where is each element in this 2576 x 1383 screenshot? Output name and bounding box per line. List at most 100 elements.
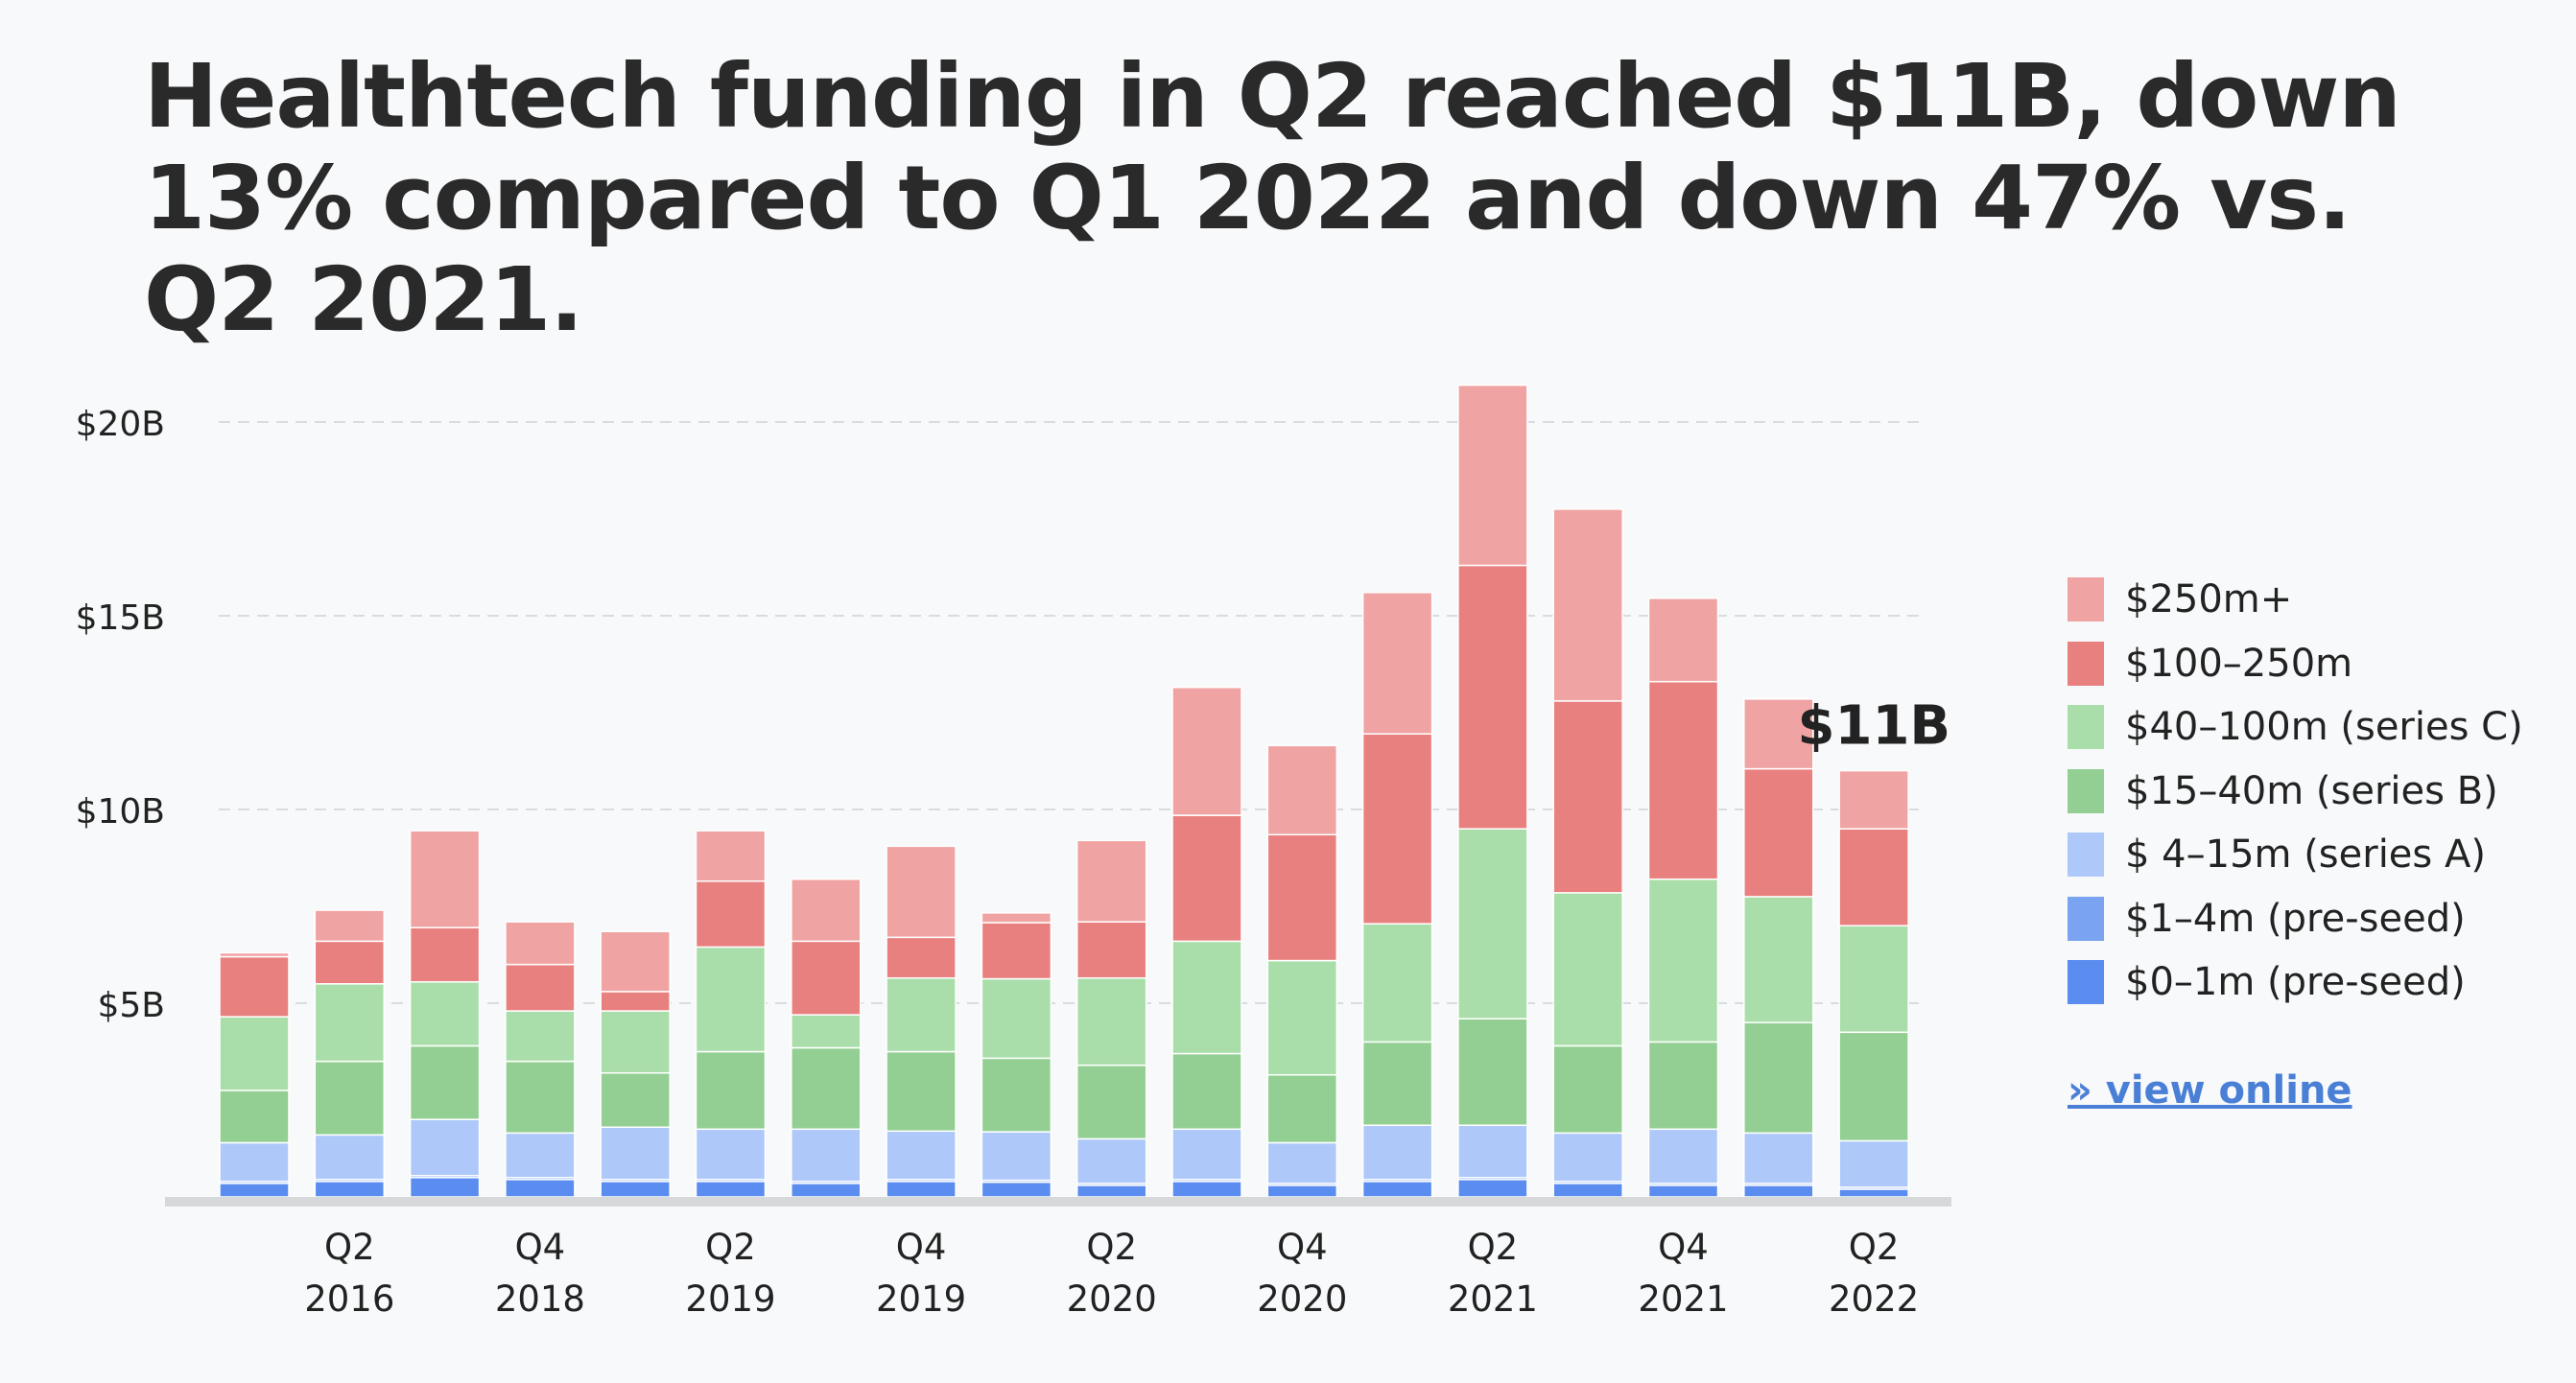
x-tick-label: Q2 — [1849, 1227, 1900, 1268]
legend-item: $250m+ — [2068, 568, 2523, 632]
legend-swatch — [2068, 832, 2104, 878]
x-tick-label: 2018 — [495, 1278, 585, 1320]
legend-swatch — [2068, 577, 2104, 622]
bar-segment — [981, 1131, 1052, 1182]
legend-swatch — [2068, 768, 2104, 813]
bar-segment — [409, 1177, 481, 1198]
bar-segment — [1552, 700, 1623, 894]
bar-segment — [219, 955, 290, 1018]
legend-label: $1–4m (pre-seed) — [2125, 896, 2466, 941]
x-tick-label: Q2 — [1086, 1227, 1137, 1268]
bar-segment — [1552, 1183, 1623, 1198]
bar-segment — [314, 983, 386, 1063]
y-axis-ticks: $5B $10B $15B $20B — [76, 405, 165, 1025]
legend-swatch — [2068, 896, 2104, 941]
legend-swatch — [2068, 641, 2104, 686]
bar-segment — [505, 1060, 576, 1135]
bar-segment — [1552, 508, 1623, 702]
bar-segment — [695, 879, 767, 949]
bar-segment — [505, 1132, 576, 1179]
bar-segment — [1361, 1041, 1433, 1127]
bar-segment — [314, 1181, 386, 1198]
x-axis-line — [165, 1197, 1951, 1207]
x-tick-label: Q4 — [1658, 1227, 1709, 1268]
bar-segment — [1457, 828, 1528, 1020]
bar-segment — [1838, 1031, 1909, 1142]
bar-segment — [409, 1044, 481, 1120]
page-title: Healthtech funding in Q2 reached $11B, d… — [144, 45, 2401, 351]
bar-segment — [219, 1016, 290, 1091]
bar-segment — [791, 1014, 862, 1049]
bar-segment — [1075, 921, 1147, 979]
bar-segment — [600, 1126, 671, 1181]
legend-label: $0–1m (pre-seed) — [2125, 960, 2466, 1005]
legend-item: $40–100m (series C) — [2068, 695, 2523, 760]
bar-segment — [791, 940, 862, 1016]
legend-item: $15–40m (series B) — [2068, 760, 2523, 824]
bar-segment — [981, 1057, 1052, 1133]
bar-segment — [1743, 767, 1814, 898]
bar-segment — [981, 922, 1052, 980]
bar-segment — [791, 1183, 862, 1198]
bar-segment — [981, 977, 1052, 1060]
y-tick-label: $20B — [76, 405, 165, 444]
bar-segment — [981, 1181, 1052, 1198]
bar-segment — [314, 1134, 386, 1181]
bar-segment — [1552, 1132, 1623, 1183]
bar-segment — [886, 1181, 957, 1198]
bar-segment — [886, 1050, 957, 1133]
x-tick-label: 2020 — [1257, 1278, 1347, 1320]
bar-segment — [1838, 1139, 1909, 1188]
bar-segment — [1457, 564, 1528, 830]
bar-segment — [695, 946, 767, 1053]
bar-segment — [1075, 1064, 1147, 1140]
total-annotation: $11B — [1798, 695, 1951, 758]
x-tick-label: Q4 — [1277, 1227, 1328, 1268]
bar-segment — [505, 963, 576, 1012]
bar-segment — [1647, 1041, 1719, 1131]
view-online-link[interactable]: » view online — [2068, 1068, 2352, 1113]
bar-segment — [1838, 769, 1909, 830]
x-tick-label: 2019 — [876, 1278, 966, 1320]
bar-segment — [600, 1071, 671, 1129]
x-tick-label: Q4 — [896, 1227, 947, 1268]
legend-label: $ 4–15m (series A) — [2125, 832, 2486, 878]
bar-segment — [1743, 698, 1814, 770]
bar-segment — [1171, 1128, 1242, 1181]
bar-segment — [1647, 1128, 1719, 1184]
bar-segment — [1552, 892, 1623, 1047]
bar-segment — [1552, 1044, 1623, 1135]
bar-segment — [219, 951, 290, 958]
grid-lines — [219, 421, 1919, 1004]
bar-segment — [1075, 976, 1147, 1067]
bar-segment — [314, 1060, 386, 1137]
legend-label: $250m+ — [2125, 577, 2293, 622]
bar-segment — [695, 1181, 767, 1198]
legend-item: $ 4–15m (series A) — [2068, 823, 2523, 887]
x-tick-label: Q2 — [705, 1227, 756, 1268]
bar-segment — [1647, 598, 1719, 683]
bar-segment — [791, 1128, 862, 1183]
bar-segment — [1361, 1124, 1433, 1181]
bar-segment — [1171, 814, 1242, 943]
bar-segment — [314, 909, 386, 943]
x-tick-label: 2016 — [304, 1278, 394, 1320]
bar-segment — [505, 1010, 576, 1063]
bar-segment — [1266, 833, 1338, 962]
x-tick-label: 2021 — [1448, 1278, 1538, 1320]
bar-segment — [505, 1179, 576, 1198]
legend-label: $100–250m — [2125, 641, 2353, 686]
x-tick-label: 2022 — [1829, 1278, 1919, 1320]
bar-segment — [314, 940, 386, 985]
legend-swatch — [2068, 705, 2104, 750]
bar-segment — [1171, 1181, 1242, 1198]
bar-segment — [695, 1050, 767, 1131]
bar-segment — [219, 1141, 290, 1183]
bar-segment — [219, 1183, 290, 1198]
legend-item: $1–4m (pre-seed) — [2068, 887, 2523, 951]
bar-segment — [409, 981, 481, 1047]
bar-segment — [1075, 1184, 1147, 1198]
legend-item: $100–250m — [2068, 632, 2523, 696]
bar-segment — [1457, 1018, 1528, 1127]
legend-label: $40–100m (series C) — [2125, 705, 2523, 750]
